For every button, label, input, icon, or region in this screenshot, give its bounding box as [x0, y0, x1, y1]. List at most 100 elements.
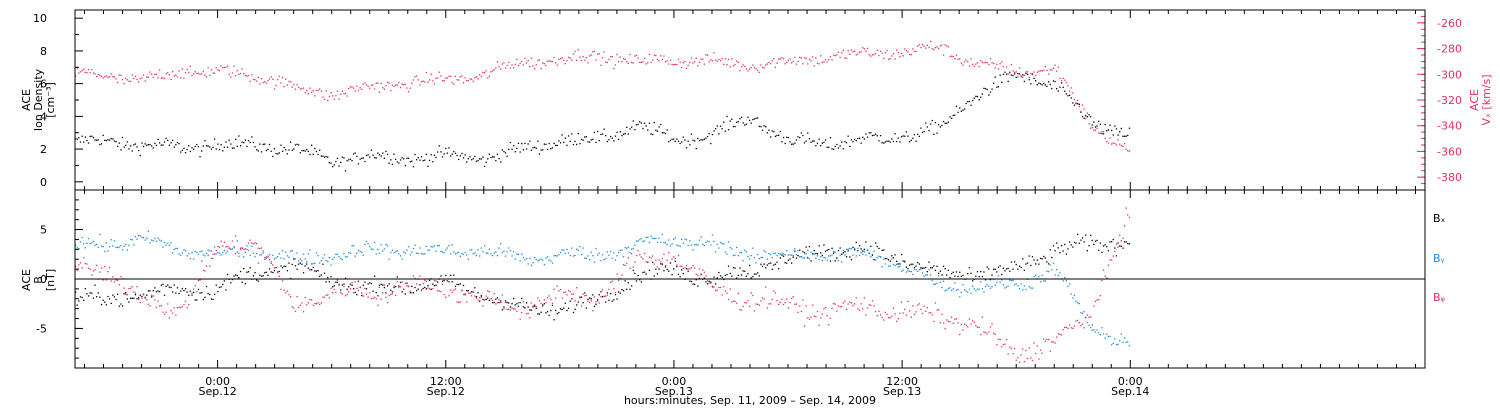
- top-point-0-561: [981, 93, 983, 95]
- bottom-point-0-117: [264, 272, 266, 274]
- bottom-point-1-536: [941, 286, 943, 289]
- top-point-0-442: [789, 141, 791, 143]
- bottom-point-0-467: [829, 260, 832, 262]
- bottom-point-2-446: [795, 303, 798, 305]
- bottom-point-1-457: [813, 253, 815, 255]
- bottom-point-1-445: [794, 248, 796, 250]
- top-point-1-22: [110, 73, 112, 75]
- bottom-point-2-293: [548, 295, 550, 297]
- bottom-point-0-409: [736, 277, 738, 279]
- top-point-0-104: [243, 142, 245, 144]
- bottom-point-2-224: [437, 290, 439, 292]
- bottom-point-0-489: [865, 241, 867, 243]
- top-point-0-333: [613, 140, 615, 142]
- bottom-point-0-78: [201, 292, 203, 294]
- bottom-point-1-592: [1031, 287, 1034, 289]
- bottom-point-1-488: [863, 251, 865, 253]
- bottom-point-0-57: [167, 284, 169, 286]
- bottom-point-0-124: [275, 266, 277, 269]
- top-point-1-159: [332, 95, 334, 97]
- bottom-point-0-565: [988, 268, 990, 270]
- bottom-point-0-516: [909, 264, 911, 266]
- top-point-0-393: [710, 142, 712, 145]
- top-point-0-353: [645, 125, 647, 127]
- bottom-point-1-350: [640, 237, 642, 240]
- bottom-point-1-267: [506, 251, 508, 253]
- bottom-point-0-50: [155, 291, 158, 293]
- top-point-1-57: [167, 72, 169, 74]
- bottom-point-2-509: [897, 318, 899, 320]
- bottom-point-2-101: [238, 255, 240, 257]
- top-point-0-123: [273, 148, 276, 150]
- bottom-point-0-25: [115, 298, 117, 301]
- bottom-point-2-60: [172, 312, 174, 314]
- bottom-point-1-91: [222, 251, 224, 254]
- top-point-1-58: [168, 74, 170, 76]
- bottom-point-2-211: [416, 283, 418, 285]
- bottom-point-2-134: [291, 306, 293, 308]
- bottom-point-2-321: [593, 296, 596, 298]
- bottom-point-1-33: [128, 244, 130, 246]
- top-point-0-329: [606, 140, 608, 143]
- top-point-1-25: [115, 78, 117, 80]
- top-point-1-559: [978, 66, 980, 68]
- top-point-0-96: [230, 143, 232, 145]
- bottom-point-2-561: [981, 316, 983, 318]
- bottom-point-1-133: [290, 250, 292, 252]
- bottom-point-0-44: [146, 294, 148, 296]
- bottom-point-0-461: [820, 252, 822, 254]
- bottom-point-0-131: [286, 270, 288, 272]
- top-point-1-235: [454, 75, 457, 77]
- top-point-1-284: [534, 68, 536, 70]
- bottom-point-1-593: [1033, 276, 1035, 278]
- bottom-point-2-635: [1101, 279, 1103, 282]
- bottom-point-2-155: [325, 294, 327, 296]
- bottom-point-1-225: [438, 244, 440, 247]
- top-point-1-401: [723, 63, 725, 65]
- bottom-point-0-24: [113, 296, 116, 298]
- bottom-point-2-269: [509, 309, 512, 311]
- top-point-1-412: [740, 66, 743, 68]
- top-point-0-13: [96, 139, 98, 141]
- bottom-point-2-238: [459, 301, 461, 303]
- bottom-point-2-348: [637, 250, 639, 252]
- bottom-point-2-409: [736, 302, 738, 304]
- top-point-1-570: [996, 63, 998, 65]
- bottom-point-0-382: [692, 283, 694, 285]
- bottom-point-0-492: [870, 245, 872, 247]
- bottom-point-2-76: [197, 279, 200, 282]
- bottom-point-0-269: [509, 306, 512, 308]
- top-point-0-47: [151, 145, 153, 147]
- bottom-point-2-50: [155, 307, 158, 309]
- bottom-point-2-159: [332, 292, 334, 294]
- top-point-0-277: [522, 149, 524, 151]
- top-point-0-279: [525, 148, 528, 150]
- bottom-point-1-337: [619, 249, 621, 252]
- top-point-1-648: [1122, 145, 1124, 148]
- top-point-1-631: [1094, 129, 1097, 131]
- bottom-point-0-49: [154, 287, 156, 289]
- bottom-point-2-595: [1036, 345, 1038, 347]
- top-point-1-394: [711, 60, 714, 62]
- top-point-1-478: [847, 50, 849, 52]
- top-point-1-261: [496, 61, 499, 63]
- bottom-point-0-445: [794, 250, 796, 252]
- top-point-1-188: [378, 91, 381, 93]
- top-point-1-146: [311, 91, 313, 93]
- bottom-point-0-81: [205, 285, 208, 288]
- top-point-1-82: [207, 67, 209, 69]
- bottom-point-1-183: [370, 248, 373, 250]
- top-point-1-112: [256, 80, 258, 82]
- bottom-point-1-620: [1077, 302, 1079, 304]
- top-point-1-237: [458, 79, 460, 81]
- top-point-1-226: [440, 75, 442, 77]
- bottom-point-1-324: [598, 252, 600, 254]
- bottom-point-2-26: [117, 279, 119, 281]
- top-point-1-322: [595, 59, 597, 61]
- top-point-1-303: [564, 63, 566, 65]
- bottom-point-2-350: [640, 256, 642, 258]
- bottom-point-0-624: [1083, 241, 1085, 243]
- top-point-1-497: [878, 54, 880, 57]
- bottom-point-2-23: [112, 276, 114, 278]
- bottom-point-2-567: [991, 323, 993, 325]
